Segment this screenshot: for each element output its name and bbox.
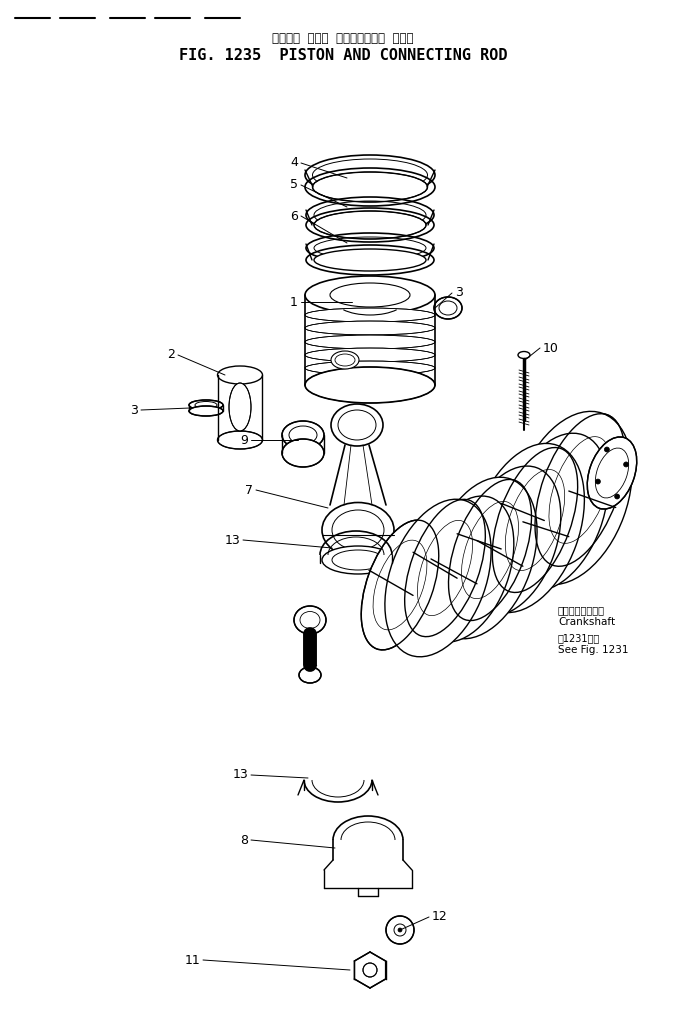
Ellipse shape — [518, 352, 530, 359]
Ellipse shape — [416, 497, 514, 641]
Ellipse shape — [229, 383, 251, 431]
Ellipse shape — [305, 367, 435, 403]
Ellipse shape — [394, 528, 452, 622]
Ellipse shape — [405, 500, 485, 636]
Ellipse shape — [189, 406, 223, 416]
Text: 8: 8 — [240, 834, 248, 846]
Ellipse shape — [299, 667, 321, 683]
Ellipse shape — [330, 283, 410, 307]
Ellipse shape — [189, 400, 223, 410]
Ellipse shape — [493, 447, 578, 592]
Text: 10: 10 — [543, 341, 559, 355]
Ellipse shape — [512, 411, 632, 585]
Ellipse shape — [528, 452, 592, 557]
Ellipse shape — [484, 484, 546, 586]
Text: 5: 5 — [290, 179, 298, 191]
Ellipse shape — [596, 479, 600, 484]
Text: クランクシャフト: クランクシャフト — [558, 605, 605, 615]
Ellipse shape — [449, 479, 532, 621]
Text: 13: 13 — [224, 534, 240, 547]
Text: ピストン  および  コネクティング  ロッド: ピストン および コネクティング ロッド — [272, 32, 414, 44]
Ellipse shape — [624, 462, 629, 467]
Ellipse shape — [305, 361, 435, 375]
Text: Crankshaft: Crankshaft — [558, 617, 615, 627]
Ellipse shape — [470, 443, 585, 613]
Ellipse shape — [282, 439, 324, 467]
Ellipse shape — [305, 335, 435, 348]
Ellipse shape — [282, 421, 324, 449]
Ellipse shape — [332, 555, 340, 561]
Ellipse shape — [305, 348, 435, 362]
Ellipse shape — [314, 249, 426, 271]
Ellipse shape — [305, 276, 435, 314]
Ellipse shape — [386, 916, 414, 944]
Text: FIG. 1235  PISTON AND CONNECTING ROD: FIG. 1235 PISTON AND CONNECTING ROD — [179, 47, 507, 63]
Ellipse shape — [587, 437, 637, 509]
Ellipse shape — [434, 297, 462, 319]
Ellipse shape — [398, 928, 402, 932]
Ellipse shape — [535, 413, 625, 566]
Text: 1: 1 — [290, 295, 298, 308]
Ellipse shape — [459, 466, 561, 616]
Ellipse shape — [305, 308, 435, 322]
Ellipse shape — [322, 503, 394, 557]
Ellipse shape — [218, 431, 262, 449]
Text: 3: 3 — [455, 287, 463, 299]
Ellipse shape — [361, 520, 439, 650]
Ellipse shape — [331, 404, 383, 446]
Ellipse shape — [438, 509, 498, 607]
Text: 6: 6 — [290, 210, 298, 222]
Ellipse shape — [502, 433, 608, 591]
Text: See Fig. 1231: See Fig. 1231 — [558, 645, 629, 655]
Text: 4: 4 — [290, 156, 298, 170]
Text: 9: 9 — [240, 434, 248, 446]
Ellipse shape — [615, 494, 620, 499]
Ellipse shape — [385, 500, 491, 657]
Text: 12: 12 — [432, 911, 448, 923]
Ellipse shape — [376, 555, 384, 561]
Ellipse shape — [427, 477, 537, 638]
Ellipse shape — [331, 351, 359, 369]
Ellipse shape — [322, 546, 394, 574]
Ellipse shape — [363, 963, 377, 977]
Ellipse shape — [218, 366, 262, 384]
Text: 13: 13 — [232, 769, 248, 781]
Ellipse shape — [314, 211, 426, 238]
Ellipse shape — [294, 605, 326, 634]
Text: 2: 2 — [167, 348, 175, 362]
Text: 11: 11 — [184, 954, 200, 966]
Ellipse shape — [305, 321, 435, 335]
Polygon shape — [354, 952, 385, 988]
Ellipse shape — [605, 447, 609, 452]
Text: 図1231参照: 図1231参照 — [558, 633, 600, 642]
Text: 3: 3 — [130, 404, 138, 416]
Ellipse shape — [313, 172, 427, 201]
Text: 7: 7 — [245, 483, 253, 497]
